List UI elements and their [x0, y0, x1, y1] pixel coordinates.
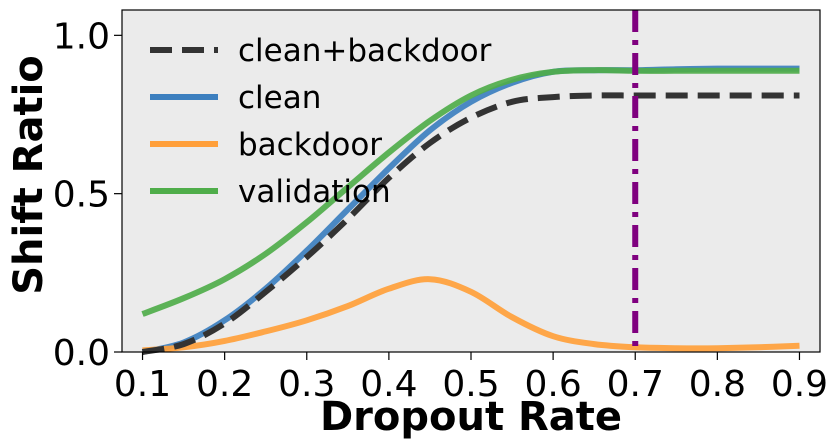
legend-label-clean: clean [238, 80, 321, 116]
y-tick-label: 1.0 [53, 16, 110, 57]
x-tick-label: 0.2 [196, 364, 253, 405]
axes: 0.1 0.2 0.3 0.4 0.5 0.6 0.7 0.8 0.9 0.0 0.5 1.0 [53, 9, 828, 405]
x-tick-label: 0.5 [442, 364, 499, 405]
x-axis-title: Dropout Rate [320, 394, 622, 440]
x-tick-label: 0.6 [524, 364, 581, 405]
series-line-validation [141, 67, 800, 317]
y-axis-title: Shift Ratio [6, 55, 52, 295]
y-tick-label: 0.5 [53, 175, 110, 216]
x-tick-label: 0.4 [360, 364, 417, 405]
legend: clean+backdoor clean backdoor validation [150, 33, 492, 210]
x-tick-label: 0.8 [689, 364, 746, 405]
legend-label-validation: validation [238, 174, 391, 210]
x-tick-label: 0.9 [771, 364, 828, 405]
x-tick-label: 0.3 [278, 364, 335, 405]
legend-label-backdoor: backdoor [238, 127, 382, 163]
x-tick-label: 0.1 [114, 364, 171, 405]
legend-label-clean-backdoor: clean+backdoor [238, 33, 492, 69]
series-line-backdoor [142, 276, 800, 354]
x-tick-label: 0.7 [607, 364, 664, 405]
y-tick-label: 0.0 [53, 333, 110, 374]
series-lines [141, 65, 800, 355]
